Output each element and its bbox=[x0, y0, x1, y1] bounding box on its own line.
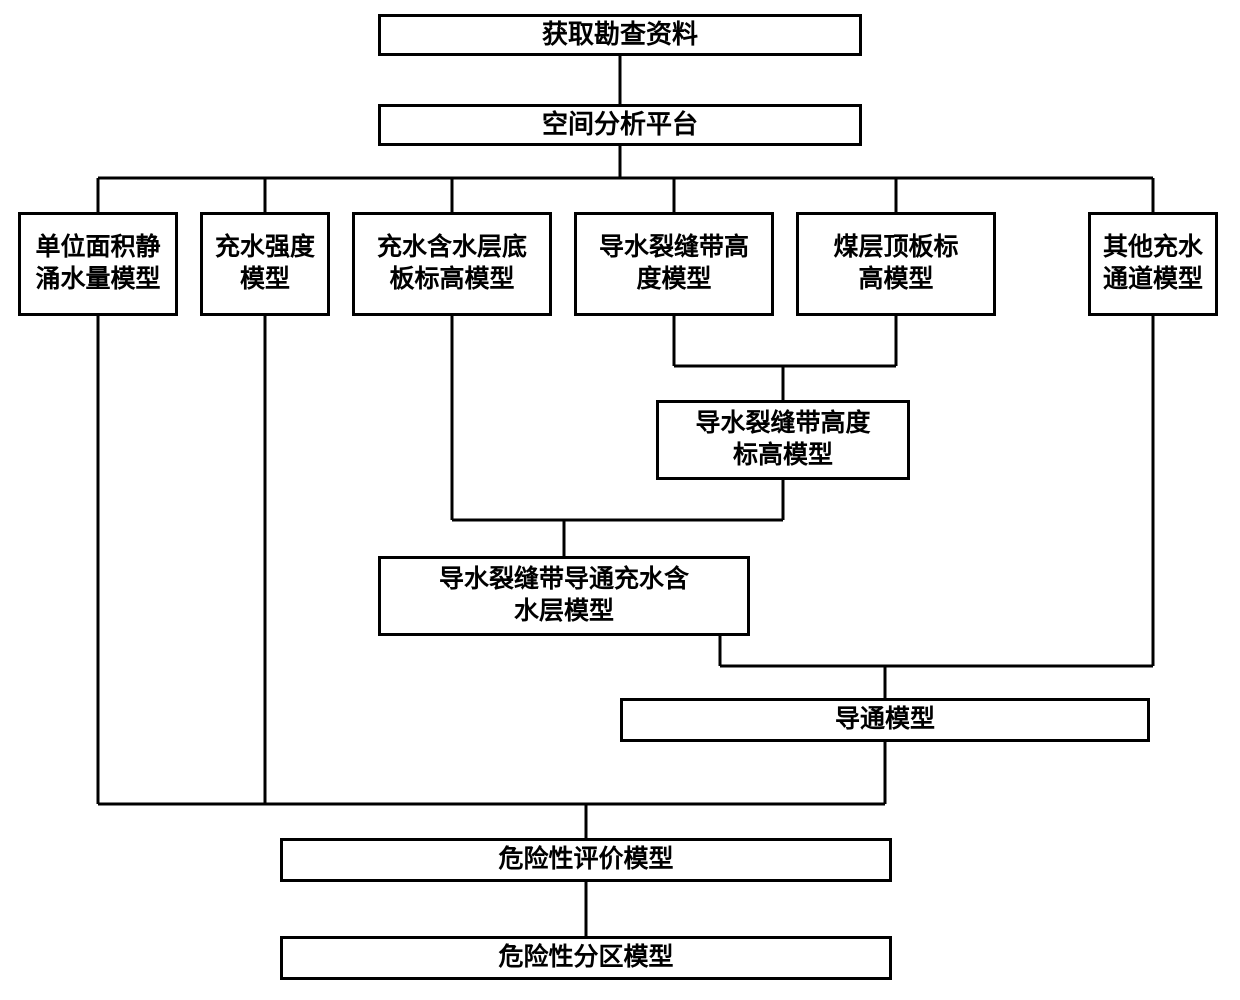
node-label: 危险性评价模型 bbox=[498, 844, 673, 877]
node-n1: 获取勘查资料 bbox=[378, 14, 862, 56]
node-n9: 导水裂缝带高度标高模型 bbox=[656, 400, 910, 480]
node-n11: 导通模型 bbox=[620, 698, 1150, 742]
node-n3: 单位面积静涌水量模型 bbox=[18, 212, 178, 316]
node-n6: 导水裂缝带高度模型 bbox=[574, 212, 774, 316]
node-label: 煤层顶板标高模型 bbox=[833, 232, 958, 297]
node-label: 充水含水层底板标高模型 bbox=[377, 232, 527, 297]
flowchart-canvas: 获取勘查资料空间分析平台单位面积静涌水量模型充水强度模型充水含水层底板标高模型导… bbox=[0, 0, 1240, 1000]
node-n7: 煤层顶板标高模型 bbox=[796, 212, 996, 316]
node-label: 获取勘查资料 bbox=[542, 18, 698, 52]
node-label: 空间分析平台 bbox=[542, 108, 698, 142]
node-label: 充水强度模型 bbox=[215, 232, 315, 297]
node-n2: 空间分析平台 bbox=[378, 104, 862, 146]
node-n4: 充水强度模型 bbox=[200, 212, 330, 316]
node-n8: 其他充水通道模型 bbox=[1088, 212, 1218, 316]
node-label: 单位面积静涌水量模型 bbox=[35, 232, 160, 297]
node-label: 其他充水通道模型 bbox=[1103, 232, 1203, 297]
node-n5: 充水含水层底板标高模型 bbox=[352, 212, 552, 316]
node-label: 危险性分区模型 bbox=[498, 942, 673, 975]
node-n12: 危险性评价模型 bbox=[280, 838, 892, 882]
node-label: 导水裂缝带导通充水含水层模型 bbox=[439, 564, 689, 629]
node-label: 导水裂缝带高度标高模型 bbox=[695, 408, 870, 473]
node-n10: 导水裂缝带导通充水含水层模型 bbox=[378, 556, 750, 636]
node-label: 导水裂缝带高度模型 bbox=[599, 232, 749, 297]
node-label: 导通模型 bbox=[835, 704, 935, 737]
node-n13: 危险性分区模型 bbox=[280, 936, 892, 980]
